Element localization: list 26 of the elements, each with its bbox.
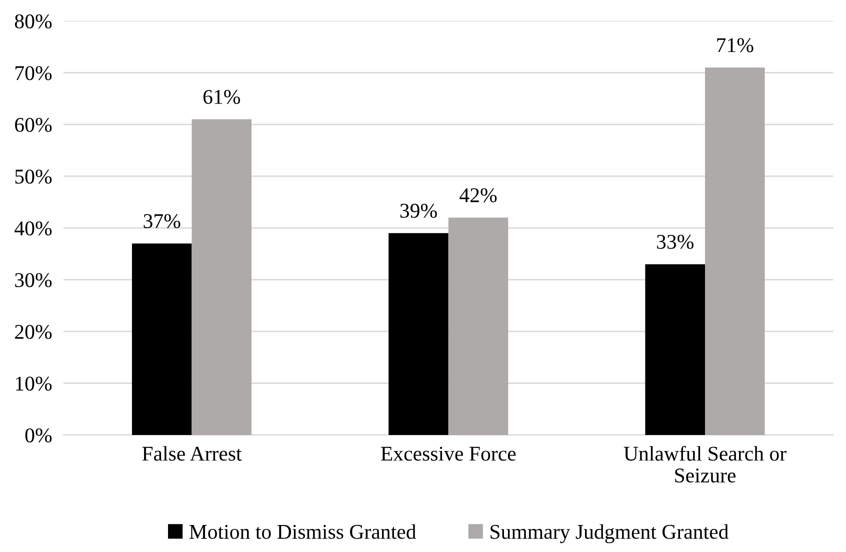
bar: [645, 264, 705, 435]
x-tick-label: Unlawful Search or Seizure: [624, 446, 786, 483]
y-tick-label: 80%: [14, 14, 52, 28]
bar: [132, 244, 192, 435]
legend-label: Summary Judgment Granted: [490, 524, 728, 544]
bar: [448, 218, 508, 435]
data-label: 33%: [657, 234, 694, 249]
y-tick-label: 40%: [14, 221, 52, 236]
y-tick-label: 0%: [25, 428, 52, 442]
y-tick-label: 70%: [16, 66, 52, 80]
bar: [192, 119, 252, 435]
y-tick-label: 10%: [16, 376, 52, 391]
data-label: 61%: [203, 90, 240, 104]
x-tick-label: False Arrest: [142, 446, 242, 461]
legend-label: Motion to Dismiss Granted: [189, 524, 416, 539]
data-label: 42%: [460, 188, 497, 202]
y-tick-label: 20%: [15, 324, 52, 339]
y-tick-label: 50%: [15, 170, 52, 184]
bar: [388, 233, 448, 435]
data-label: 71%: [717, 38, 754, 52]
bar: [705, 68, 765, 435]
data-label: 37%: [144, 214, 180, 228]
y-tick-label: 60%: [15, 118, 52, 132]
x-tick-label: Excessive Force: [381, 446, 516, 461]
y-tick-label: 30%: [15, 273, 52, 288]
data-label: 39%: [400, 204, 437, 218]
